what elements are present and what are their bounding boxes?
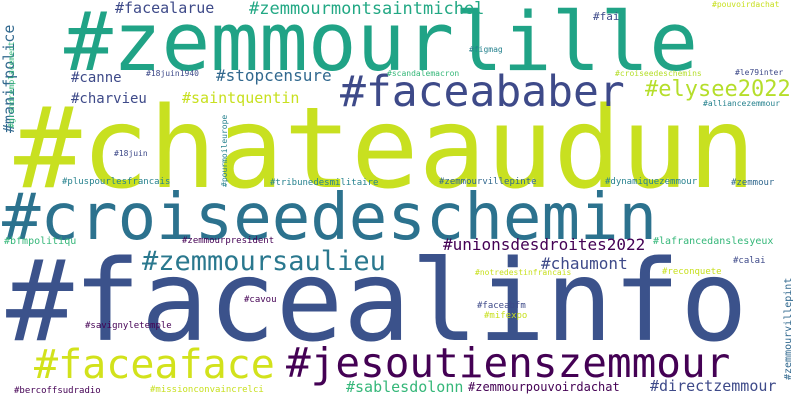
word-18juin: #18juin: [114, 149, 148, 158]
word-bercoffsudradio: #bercoffsudradio: [14, 386, 101, 396]
word-faceabfm: #faceabfm: [477, 301, 526, 311]
word-zemmour: #zemmour: [731, 178, 775, 188]
word-savignyletemple: #savignyletemple: [85, 321, 172, 331]
word-elysee2022: #elysee2022: [645, 77, 791, 102]
word-reconquete: #reconquete: [662, 267, 722, 277]
word-stopcensure: #stopcensure: [216, 66, 332, 85]
word-facealinfo: #facealinfo: [6, 237, 748, 367]
word-zemmourpresident: #zemmourpresident: [182, 236, 275, 246]
word-18juin1940: #18juin1940: [146, 69, 199, 78]
word-chateaudun: #chateaudun: [14, 84, 756, 214]
word-grandremplacement: #grandremplacement: [7, 41, 16, 128]
word-unionsdesdroites2022: #unionsdesdroites2022: [443, 235, 646, 254]
word-zemmourlille: #zemmourlille: [64, 0, 698, 90]
word-notredestinfrancais: #notredestinfrancais: [475, 268, 572, 277]
word-zemmourmontsaintmichel: #zemmourmontsaintmichel: [249, 0, 485, 19]
word-pluspourlesfrancais: #pluspourlesfrancais: [62, 177, 171, 187]
word-calai: #calai: [733, 256, 766, 266]
word-saintquentin: #saintquentin: [182, 89, 300, 107]
word-lafrancedanslesyeux: #lafrancedanslesyeux: [653, 236, 774, 247]
word-zemmoursaulieu: #zemmoursaulieu: [142, 246, 386, 277]
word-pourmoileurope: #pourmoileurope: [220, 114, 229, 187]
word-sablesdolonn: #sablesdolonn: [346, 378, 464, 396]
word-zemmourvillepint: #zemmourvillepint: [783, 277, 794, 380]
word-figmag: #figmag: [469, 45, 503, 54]
word-scandalemacron: #scandalemacron: [387, 69, 460, 78]
word-dynamiquezemmour: #dynamiquezemmour: [605, 177, 698, 187]
word-cavou: #cavou: [244, 295, 277, 305]
word-alliancezemmour: #alliancezemmour: [703, 99, 781, 108]
word-facealarue: #facealarue: [115, 0, 215, 17]
word-charvieu: #charvieu: [71, 91, 147, 107]
word-croiseedeschemins: #croiseedeschemins: [615, 69, 702, 78]
word-le79inter: #le79inter: [735, 68, 784, 77]
word-missionconvaincrelci: #missionconvaincrelci: [150, 385, 264, 395]
word-directzemmour: #directzemmour: [650, 377, 777, 395]
word-chaumont: #chaumont: [541, 254, 628, 273]
word-zemmourvillepinte: #zemmourvillepinte: [439, 177, 537, 187]
word-canne: #canne: [71, 70, 122, 86]
word-croiseedeschemin: #croiseedeschemin: [2, 181, 658, 255]
word-mifexpo: #mifexpo: [484, 311, 528, 321]
word-zemmourpouvoirdachat: #zemmourpouvoirdachat: [468, 380, 620, 394]
word-tribunedesmilitaire: #tribunedesmilitaire: [270, 178, 379, 188]
word-fai: #fai: [593, 10, 620, 23]
word-faceaface: #faceaface: [34, 342, 275, 388]
word-bfmpolitiqu: #bfmpolitiqu: [4, 236, 77, 247]
word-faceababer: #faceababer: [340, 67, 625, 117]
word-pouvoirdachat: #pouvoirdachat: [712, 0, 780, 9]
word-jesoutienszemmour: #jesoutienszemmour: [286, 339, 731, 387]
